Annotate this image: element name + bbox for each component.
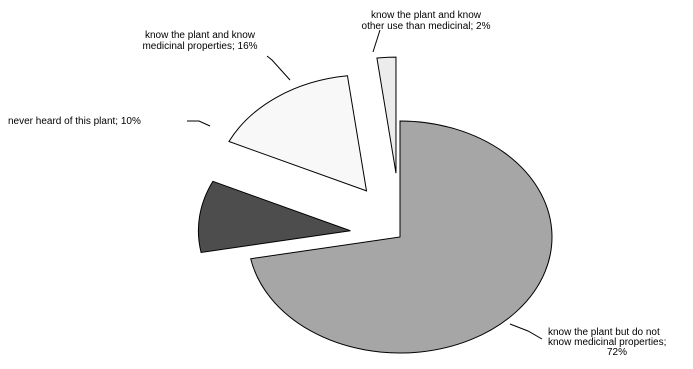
- leader-line-3: [266, 55, 291, 81]
- data-label-3: know the plant and know medicinal propert…: [142, 30, 257, 52]
- data-label-1-line-1: know the plant but do not: [548, 327, 660, 338]
- data-label-4: know the plant and know other use than me…: [362, 10, 491, 32]
- pie-slice-2: [197, 180, 351, 254]
- pie-slice-1: [250, 120, 553, 354]
- leader-line-1: [509, 323, 543, 340]
- pie-slices: [197, 56, 553, 354]
- pie-data-labels: know the plant but do not know medicinal …: [8, 10, 666, 358]
- pie-slice-4: [376, 56, 397, 174]
- data-label-1-line-3: 72%: [607, 347, 627, 358]
- data-label-4-line-2: other use than medicinal; 2%: [362, 21, 491, 32]
- leader-line-4: [372, 29, 381, 53]
- data-label-1: know the plant but do not know medicinal …: [548, 327, 666, 358]
- pie-slice-3: [228, 75, 368, 192]
- data-label-3-line-2: medicinal properties; 16%: [142, 41, 257, 52]
- leader-line-2: [187, 120, 211, 127]
- data-label-1-line-2: know medicinal properties;: [548, 337, 666, 348]
- data-label-2: never heard of this plant; 10%: [8, 116, 141, 127]
- data-label-2-line-1: never heard of this plant; 10%: [8, 116, 141, 127]
- pie-leader-lines: [187, 29, 543, 340]
- data-label-4-line-1: know the plant and know: [371, 10, 482, 21]
- data-label-3-line-1: know the plant and know: [145, 30, 256, 41]
